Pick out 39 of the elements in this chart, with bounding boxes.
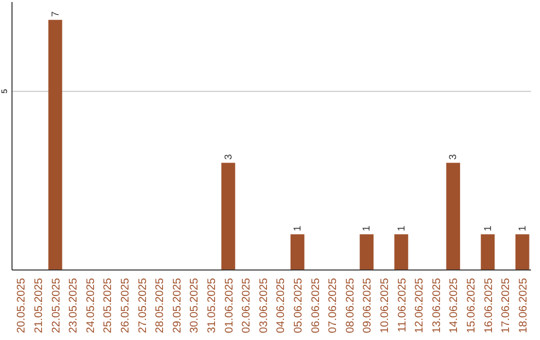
x-tick-label: 08.06.2025 — [344, 278, 356, 334]
x-tick-label: 10.06.2025 — [378, 278, 391, 334]
x-tick-label: 22.05.2025 — [50, 278, 62, 334]
x-tick-label: 25.05.2025 — [102, 278, 114, 334]
x-tick-label: 05.06.2025 — [292, 278, 304, 334]
x-tick-label: 04.06.2025 — [275, 278, 288, 334]
x-tick-label: 26.05.2025 — [119, 278, 132, 334]
x-tick-label: 15.06.2025 — [465, 278, 478, 334]
data-label: 7 — [50, 10, 62, 17]
x-tick-label: 18.06.2025 — [517, 278, 530, 334]
x-tick-label: 01.06.2025 — [223, 278, 236, 334]
data-label: 1 — [517, 225, 528, 232]
y-tick-label: 5 — [0, 88, 9, 94]
x-tick-label: 30.05.2025 — [188, 278, 201, 334]
x-tick-label: 21.05.2025 — [32, 278, 45, 334]
x-tick-label: 31.05.2025 — [206, 278, 218, 334]
data-label: 3 — [223, 154, 234, 160]
x-tick-label: 27.05.2025 — [136, 278, 149, 334]
x-tick-label: 17.06.2025 — [500, 278, 512, 334]
x-tick-label: 06.06.2025 — [310, 278, 322, 334]
x-tick-label: 09.06.2025 — [362, 278, 374, 334]
x-tick-label: 02.06.2025 — [240, 278, 253, 334]
data-label: 1 — [396, 225, 408, 232]
x-tick-label: 24.05.2025 — [84, 278, 97, 334]
x-tick-label: 14.06.2025 — [448, 278, 460, 334]
x-tick-label: 12.06.2025 — [414, 278, 426, 334]
x-tick-label: 07.06.2025 — [327, 278, 340, 334]
data-label: 1 — [482, 225, 494, 232]
x-tick-label: 28.05.2025 — [154, 278, 166, 334]
data-label: 3 — [448, 154, 460, 160]
x-tick-label: 03.06.2025 — [258, 278, 270, 334]
x-tick-label: 13.06.2025 — [430, 278, 443, 334]
data-label: 1 — [292, 225, 304, 232]
data-label: 1 — [362, 225, 373, 232]
x-tick-label: 16.06.2025 — [482, 278, 495, 334]
x-tick-label: 29.05.2025 — [171, 278, 184, 334]
x-tick-label: 11.06.2025 — [396, 278, 408, 332]
x-tick-label: 23.05.2025 — [68, 278, 80, 334]
x-tick-label: 20.05.2025 — [16, 278, 28, 334]
